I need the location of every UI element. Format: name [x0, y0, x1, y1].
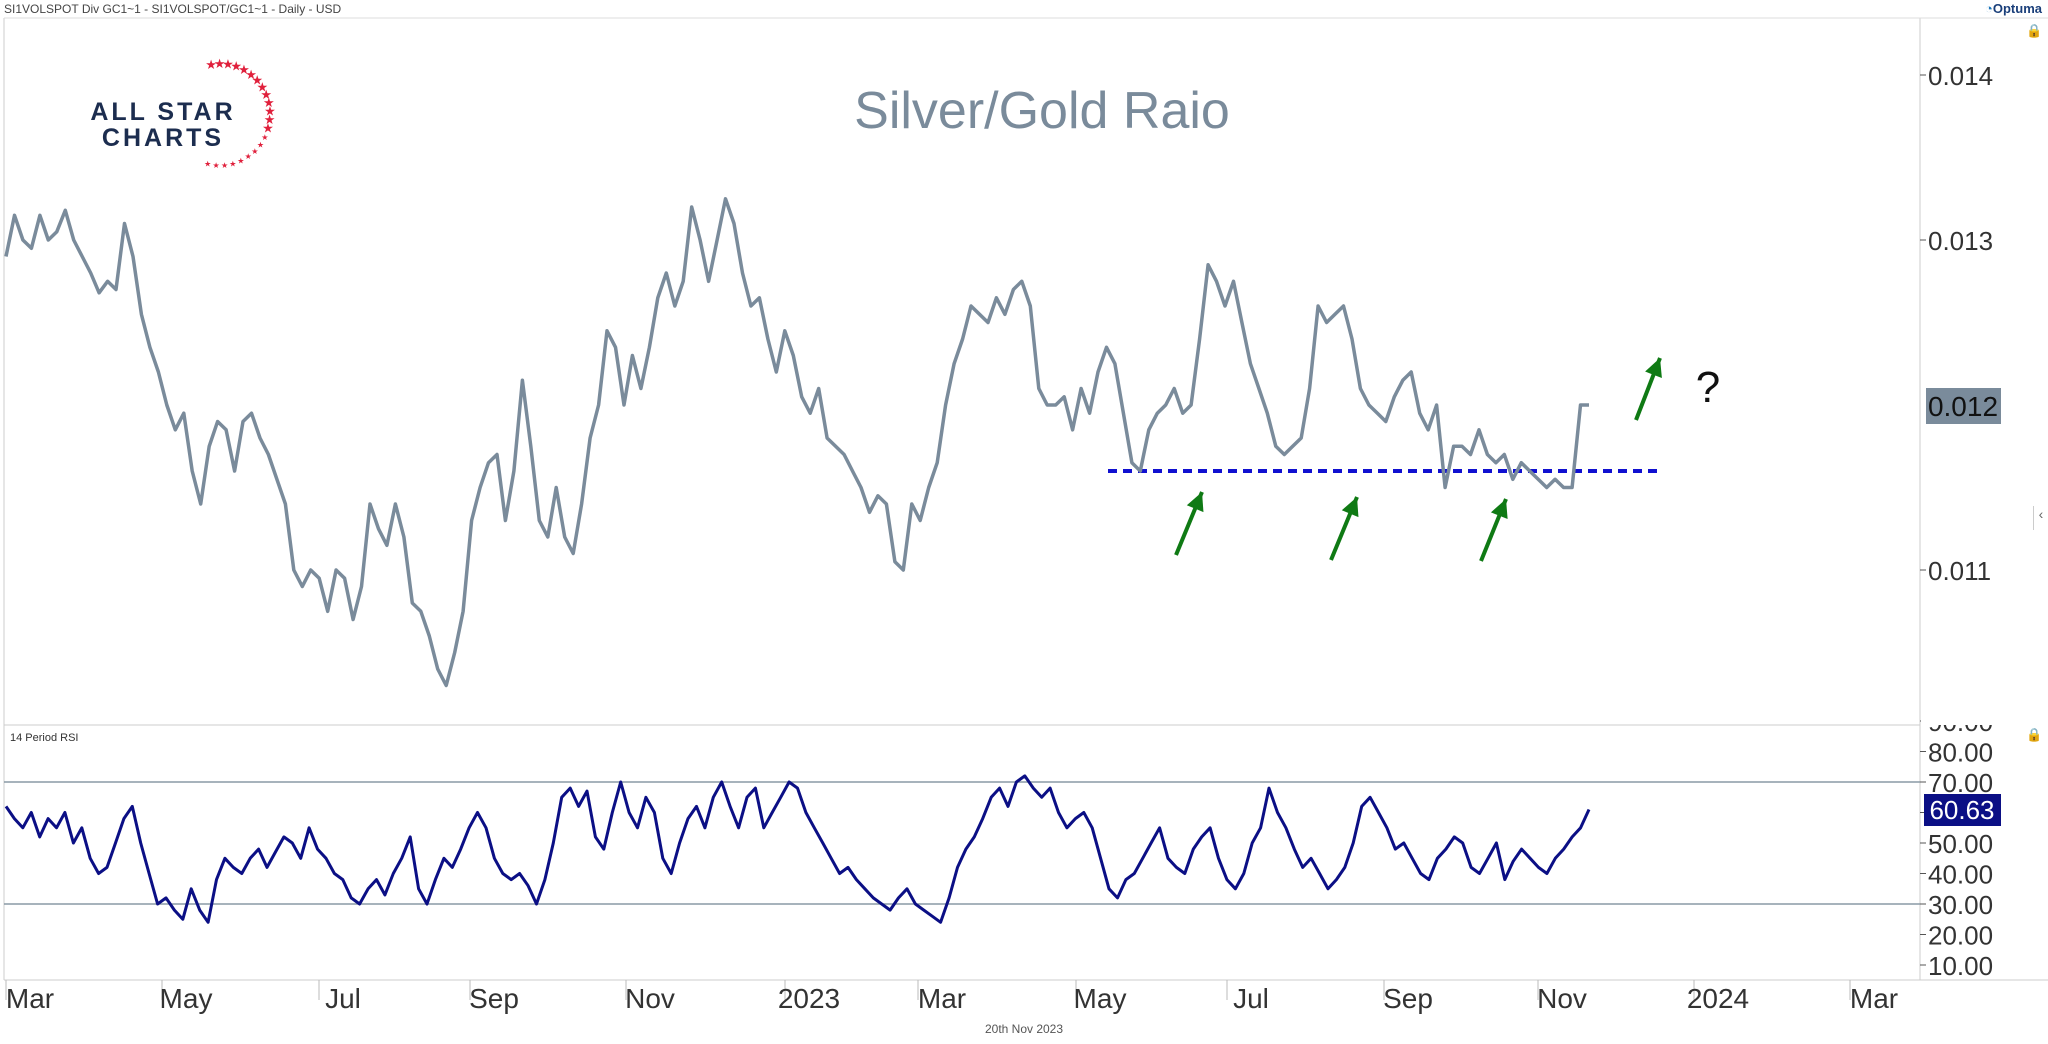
- rsi-y-tick-label: 20.00: [1928, 921, 1993, 951]
- lock-icon[interactable]: 🔒: [2026, 23, 2043, 38]
- rsi-series: [4, 774, 1591, 924]
- star-icon: ★: [229, 159, 236, 168]
- star-icon: ★: [261, 133, 268, 142]
- chart-title: Silver/Gold Raio: [854, 82, 1230, 140]
- price-series: [4, 197, 1589, 688]
- star-icon: ★: [262, 120, 274, 135]
- rsi-y-tick-label: 40.00: [1928, 860, 1993, 890]
- x-tick-label: Mar: [1850, 983, 1898, 1014]
- x-tick-label: May: [1074, 983, 1127, 1014]
- star-icon: ★: [245, 152, 252, 161]
- price-y-axis: 0.014 0.013 0.011: [1920, 61, 1993, 586]
- rsi-badge: 60.63: [1924, 794, 2001, 826]
- rsi-y-axis: 90.0080.0070.0060.0050.0040.0030.0020.00…: [1920, 700, 2041, 981]
- price-badge-bg: [1926, 388, 2001, 424]
- rsi-y-tick-label: 70.00: [1928, 768, 1993, 798]
- star-icon: ★: [205, 57, 217, 72]
- logo-line2: CHARTS: [102, 124, 224, 152]
- x-tick-label: Jul: [325, 983, 361, 1014]
- star-icon: ★: [237, 156, 244, 165]
- x-tick-label: Mar: [6, 983, 54, 1014]
- price-line: [4, 197, 1589, 688]
- x-axis: Mar May Jul Sep Nov 2023 Mar May Jul Sep Nov 2024 Ma…: [5, 980, 1898, 1014]
- logo-line1: ALL STAR: [90, 98, 235, 126]
- brand-text: Optuma: [1992, 1, 2042, 16]
- star-icon: ★: [263, 95, 275, 110]
- arrow-up-icon: [1186, 492, 1204, 513]
- rsi-y-tick-label: 80.00: [1928, 738, 1993, 768]
- y-tick-label: 0.013: [1928, 226, 1993, 256]
- brand-label: ◔Optuma: [1985, 1, 2042, 16]
- chevron-left-icon[interactable]: ‹: [2033, 506, 2048, 530]
- arrow-up-icon: [1341, 497, 1359, 518]
- price-badge-text: 0.012: [1928, 391, 1998, 422]
- y-tick-label: 0.014: [1928, 61, 1993, 91]
- x-tick-label: Jul: [1233, 983, 1269, 1014]
- rsi-badge-text: 60.63: [1929, 795, 1994, 825]
- lock-icon[interactable]: 🔒: [2026, 727, 2043, 742]
- x-tick-label: 2024: [1687, 983, 1749, 1014]
- x-tick-label: Sep: [469, 983, 519, 1014]
- rsi-label: 14 Period RSI: [10, 732, 78, 744]
- x-tick-label: Sep: [1383, 983, 1433, 1014]
- star-icon: ★: [230, 59, 242, 74]
- rsi-line: [4, 774, 1591, 924]
- star-icon: ★: [238, 62, 250, 77]
- axis-mask: [1921, 700, 2041, 725]
- x-tick-label: May: [160, 983, 213, 1014]
- chart-header: SI1VOLSPOT Div GC1~1 - SI1VOLSPOT/GC1~1 …: [4, 2, 342, 16]
- annotations: [1174, 357, 1662, 562]
- x-tick-label: Nov: [1537, 983, 1587, 1014]
- star-icon: ★: [257, 79, 269, 94]
- rsi-reference-lines: [4, 781, 1920, 905]
- star-ring-icon: ★★★★★★★★★★★★★★★★★★★★★★: [204, 56, 276, 170]
- star-icon: ★: [214, 56, 226, 71]
- star-icon: ★: [251, 73, 263, 88]
- arrow-up-icon: [1645, 358, 1662, 379]
- star-icon: ★: [212, 161, 219, 170]
- optuma-logo-icon: ◔: [1985, 1, 1993, 16]
- arrow-up-icon: [1490, 499, 1508, 520]
- star-icon: ★: [245, 67, 257, 82]
- chart-area[interactable]: ALL STAR CHARTS ★★★★★★★★★★★★★★★★★★★★★★ S…: [0, 0, 2048, 1020]
- star-icon: ★: [251, 147, 258, 156]
- footer-date: 20th Nov 2023: [984, 1022, 1064, 1036]
- y-tick-label: 0.011: [1928, 556, 1991, 586]
- x-tick-label: 2023: [778, 983, 840, 1014]
- star-icon: ★: [222, 57, 234, 72]
- rsi-y-tick-label: 30.00: [1928, 890, 1993, 920]
- star-icon: ★: [260, 87, 272, 102]
- star-icon: ★: [221, 161, 228, 170]
- star-icon: ★: [204, 159, 211, 168]
- rsi-y-tick-label: 10.00: [1928, 951, 1993, 981]
- star-icon: ★: [257, 140, 264, 149]
- question-mark-annotation: ?: [1696, 363, 1720, 412]
- rsi-y-tick-label: 50.00: [1928, 829, 1993, 859]
- star-icon: ★: [264, 104, 276, 119]
- price-badge: 0.012: [1926, 388, 2001, 424]
- all-star-charts-logo: ALL STAR CHARTS ★★★★★★★★★★★★★★★★★★★★★★: [90, 56, 275, 170]
- star-icon: ★: [264, 112, 276, 127]
- x-tick-label: Mar: [918, 983, 966, 1014]
- x-tick-label: Nov: [625, 983, 675, 1014]
- rsi-badge-bg: [1924, 794, 2001, 826]
